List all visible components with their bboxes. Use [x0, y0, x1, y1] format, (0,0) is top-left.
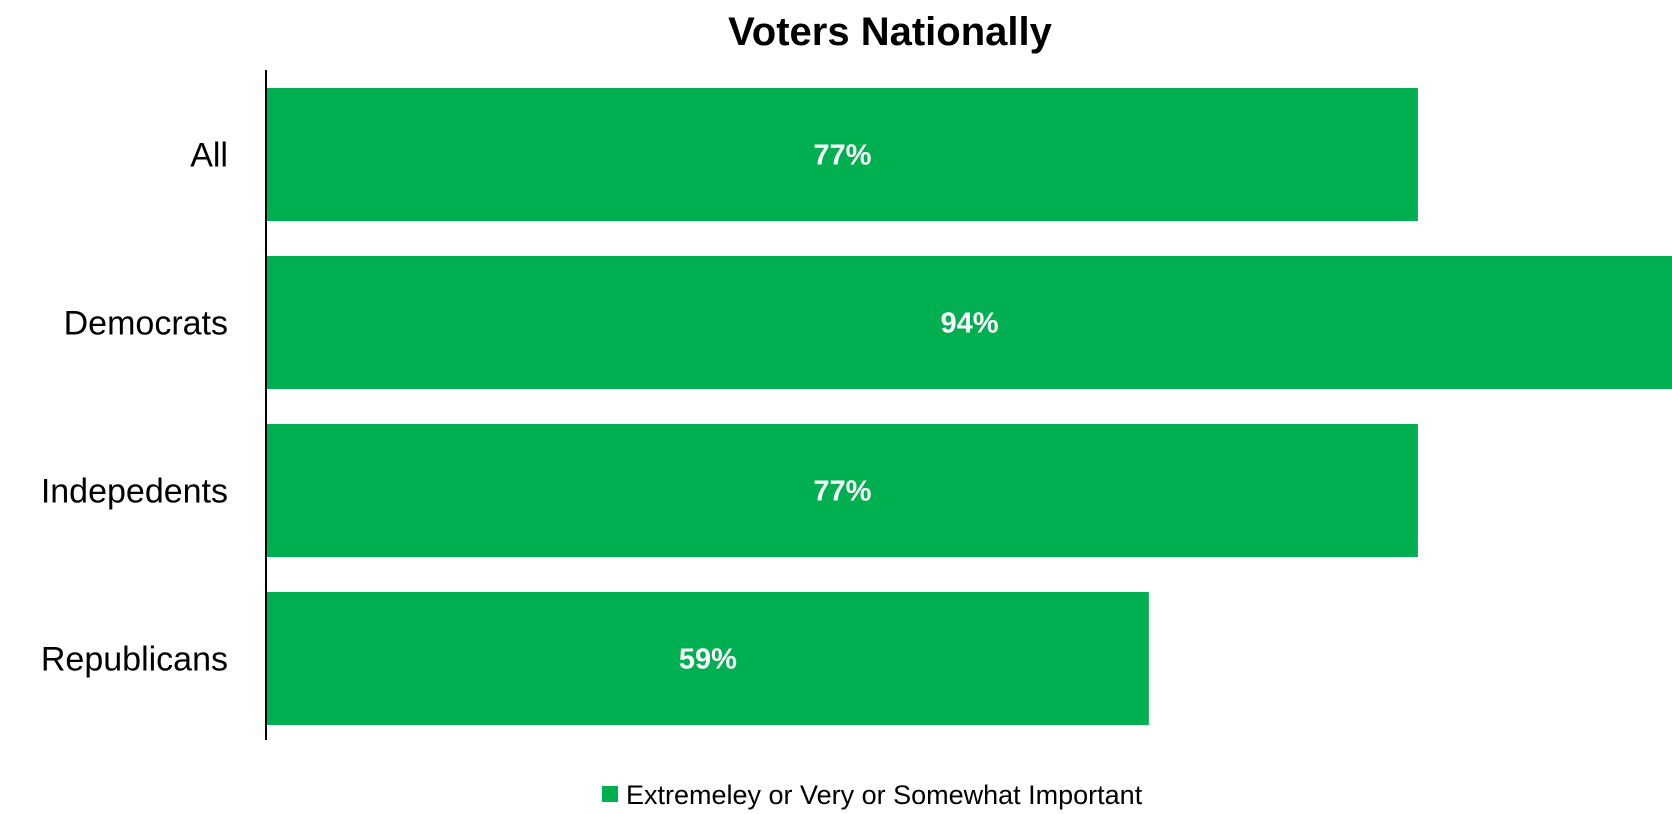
category-label: Indepedents: [41, 473, 228, 511]
bar-democrats: [267, 256, 1672, 389]
legend-swatch: [602, 786, 618, 802]
category-label: Republicans: [41, 641, 228, 679]
bar-value-label: 59%: [679, 644, 737, 676]
bar-all: [267, 88, 1418, 221]
bars-group: 77% All 94% Democrats 77% Indepedents 59% Repub…: [41, 88, 1672, 725]
bar-value-label: 77%: [813, 140, 871, 172]
legend-label: Extremeley or Very or Somewhat Important: [626, 780, 1143, 810]
bar-republicans: [267, 592, 1149, 725]
bar-value-label: 94%: [940, 308, 998, 340]
category-label: Democrats: [64, 305, 228, 343]
bar-value-label: 77%: [813, 476, 871, 508]
legend: Extremeley or Very or Somewhat Important: [602, 780, 1143, 810]
chart-title: Voters Nationally: [728, 10, 1053, 54]
category-label: All: [190, 137, 228, 175]
bar-indepedents: [267, 424, 1418, 557]
